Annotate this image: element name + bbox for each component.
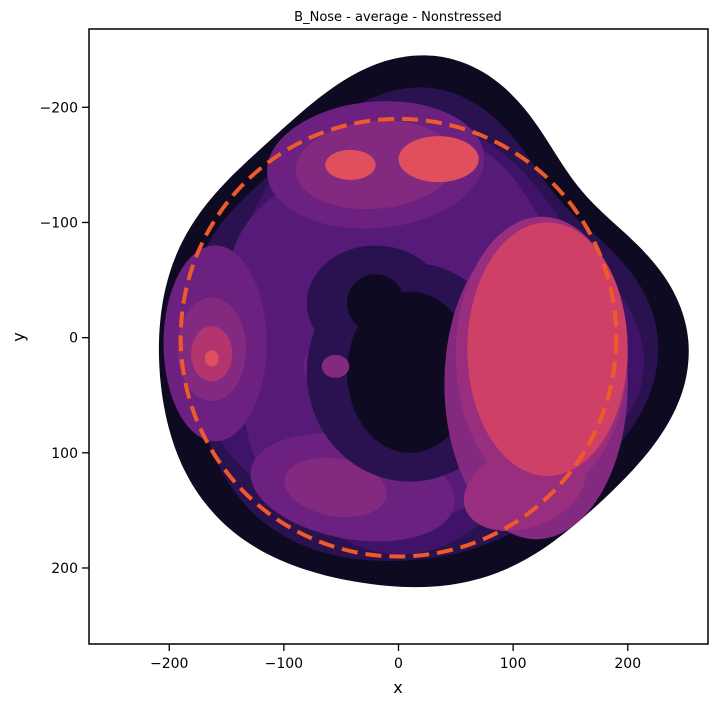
y-tick-label: 100 [51,446,78,462]
reference-circle [178,116,619,559]
x-tick-label: 100 [500,656,527,672]
x-tick-label: 0 [394,656,403,672]
y-tick-label: 0 [69,331,78,347]
y-tick-label: −100 [40,215,78,231]
y-tick-label: −200 [40,100,78,116]
x-axis-ticks: −200 −100 0 100 200 [150,644,641,672]
high-density-region-2 [398,136,479,183]
x-tick-label: −100 [265,656,303,672]
x-tick-label: −200 [150,656,188,672]
y-axis-label: y [9,332,28,341]
reference-circle-layer [178,116,619,559]
x-tick-label: 200 [614,656,641,672]
chart-title: B_Nose - average - Nonstressed [294,10,502,25]
high-density-region-1 [467,222,628,476]
low-density-region-1 [346,274,405,332]
high-density-region-3 [325,149,376,180]
y-tick-label: 200 [51,561,78,577]
contour-bottom-inner [284,457,387,518]
density-contours [158,55,689,588]
low-density-region-0 [347,291,473,453]
y-axis-ticks: −200 −100 0 100 200 [40,100,89,577]
high-density-region-5 [321,354,350,378]
high-density-region-4 [204,350,219,367]
x-axis-label: x [393,678,402,697]
